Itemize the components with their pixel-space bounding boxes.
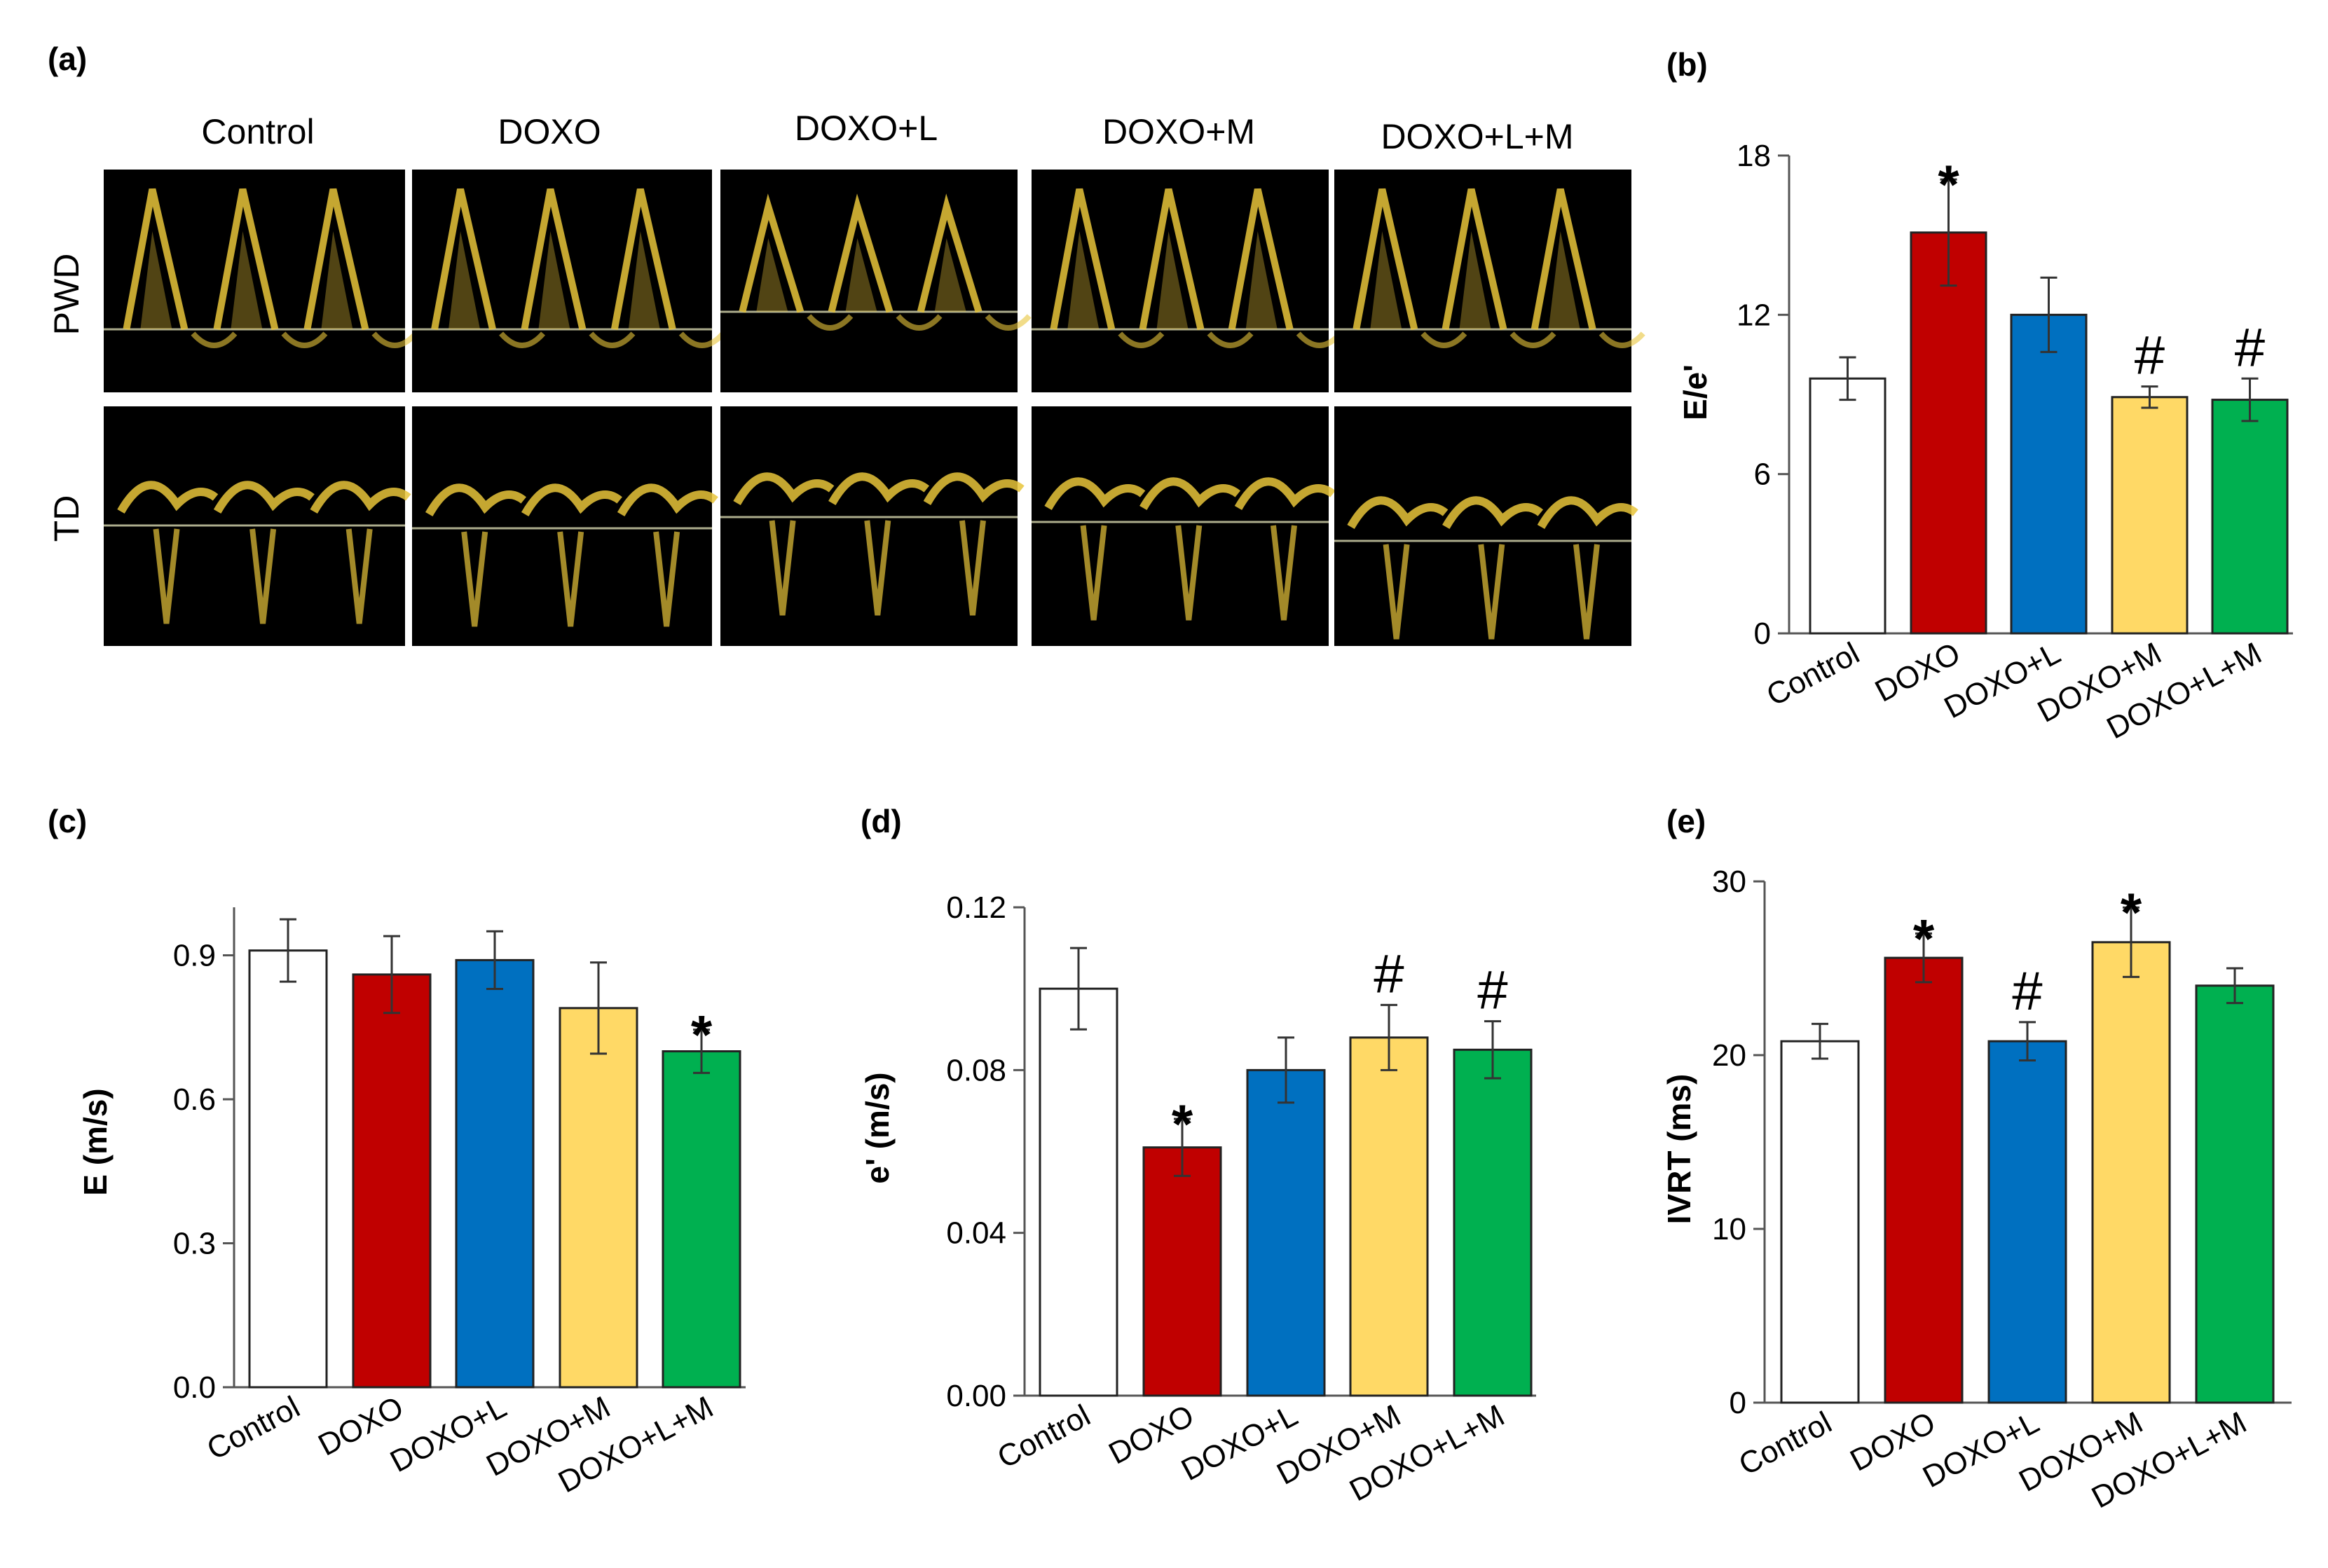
bar-doxo-m	[2091, 941, 2171, 1404]
y-tick-label: 0.6	[173, 1082, 216, 1117]
y-tick-label: 12	[1737, 298, 1771, 332]
td-image	[1032, 406, 1336, 646]
panel-e-label: (e)	[1666, 803, 1706, 839]
bar-doxo-m	[2111, 396, 2189, 635]
bar-doxo-m	[1349, 1036, 1429, 1397]
pwd-image	[412, 170, 725, 392]
bar-doxo	[1910, 231, 1987, 635]
td-image	[412, 406, 718, 646]
y-tick-label: 0.9	[173, 939, 216, 973]
y-tick-label: 18	[1737, 139, 1771, 173]
bar-control	[1039, 987, 1118, 1397]
row-label-td: TD	[47, 495, 86, 542]
panel-b-label: (b)	[1666, 46, 1708, 83]
x-category-label: Control	[201, 1390, 305, 1467]
bar-doxo	[1884, 956, 1964, 1404]
significance-star: *	[691, 1004, 713, 1066]
x-category-label: Control	[992, 1398, 1095, 1476]
panel-c-label: (c)	[48, 803, 87, 839]
y-tick-label: 0.04	[946, 1216, 1006, 1251]
bar-control	[1780, 1040, 1860, 1404]
pwd-image	[104, 170, 418, 392]
significance-hash: #	[2235, 316, 2265, 378]
y-tick-label: 10	[1712, 1212, 1746, 1246]
bar-doxo-l	[2010, 313, 2088, 635]
image-titles: Control DOXO DOXO+L DOXO+M DOXO+L+M	[201, 109, 1573, 156]
significance-star: *	[2121, 881, 2142, 943]
bar-control	[248, 949, 328, 1389]
y-tick-label: 0.08	[946, 1053, 1006, 1087]
td-image	[1334, 406, 1638, 646]
panel-d-label: (d)	[861, 803, 902, 839]
significance-hash: #	[1477, 959, 1507, 1021]
td-image	[104, 406, 411, 646]
x-category-label: Control	[1761, 636, 1865, 713]
significance-hash: #	[1374, 942, 1404, 1004]
doppler-image-grid	[104, 170, 1645, 646]
td-image	[720, 406, 1025, 646]
image-title: DOXO+M	[1102, 112, 1255, 151]
y-tick-label: 6	[1754, 458, 1771, 492]
chart-e-ivrt: (e) IVRT (ms) 0102030Control*DOXO#DOXO+L…	[1661, 803, 2292, 1515]
bar-doxo	[1142, 1146, 1222, 1397]
row-label-pwd: PWD	[47, 254, 86, 336]
y-tick-label: 0.3	[173, 1227, 216, 1261]
significance-hash: #	[2135, 324, 2165, 386]
bar-doxo	[352, 973, 432, 1389]
bar-doxo-l-m	[1453, 1048, 1533, 1397]
significance-star: *	[1913, 907, 1935, 969]
significance-hash: #	[2012, 960, 2042, 1022]
chart-d-eprime-velocity: (d) e' (m/s) 0.000.040.080.12Control*DOX…	[859, 803, 1536, 1508]
y-tick-label: 30	[1712, 865, 1746, 899]
y-tick-label: 0.12	[946, 890, 1006, 925]
image-title: DOXO+L	[795, 109, 938, 148]
y-tick-label: 20	[1712, 1038, 1746, 1073]
image-title: DOXO+L+M	[1381, 117, 1573, 156]
bar-doxo-l-m	[662, 1050, 741, 1389]
pwd-image	[720, 170, 1032, 392]
y-tick-label: 0.0	[173, 1370, 216, 1405]
chart-b-e-over-eprime: (b) E/e' 061218Control*DOXODOXO+L#DOXO+M…	[1666, 46, 2293, 745]
panel-a-doppler-images: (a) Control DOXO DOXO+L DOXO+M DOXO+L+M PWD …	[47, 41, 1645, 646]
chart-e-ylabel: IVRT (ms)	[1661, 1074, 1697, 1225]
y-tick-label: 0	[1754, 617, 1771, 651]
significance-star: *	[1172, 1093, 1193, 1155]
significance-star: *	[1938, 153, 1959, 215]
x-category-label: Control	[1733, 1405, 1837, 1483]
bar-control	[1809, 377, 1887, 635]
y-tick-label: 0	[1730, 1386, 1746, 1420]
chart-d-ylabel: e' (m/s)	[859, 1072, 896, 1183]
chart-b-ylabel: E/e'	[1677, 364, 1713, 420]
pwd-image	[1032, 170, 1343, 392]
bar-doxo-l	[1246, 1068, 1326, 1397]
y-tick-label: 0.00	[946, 1379, 1006, 1413]
bar-doxo-m	[559, 1007, 638, 1389]
bar-doxo-l	[1987, 1040, 2067, 1404]
image-title: DOXO	[498, 112, 601, 151]
chart-c-ylabel: E (m/s)	[77, 1088, 114, 1195]
pwd-image	[1334, 170, 1645, 392]
bar-doxo-l	[455, 958, 535, 1389]
bar-doxo-l-m	[2195, 984, 2275, 1404]
image-title: Control	[201, 112, 314, 151]
panel-a-label: (a)	[48, 41, 87, 77]
bar-doxo-l-m	[2211, 399, 2289, 635]
